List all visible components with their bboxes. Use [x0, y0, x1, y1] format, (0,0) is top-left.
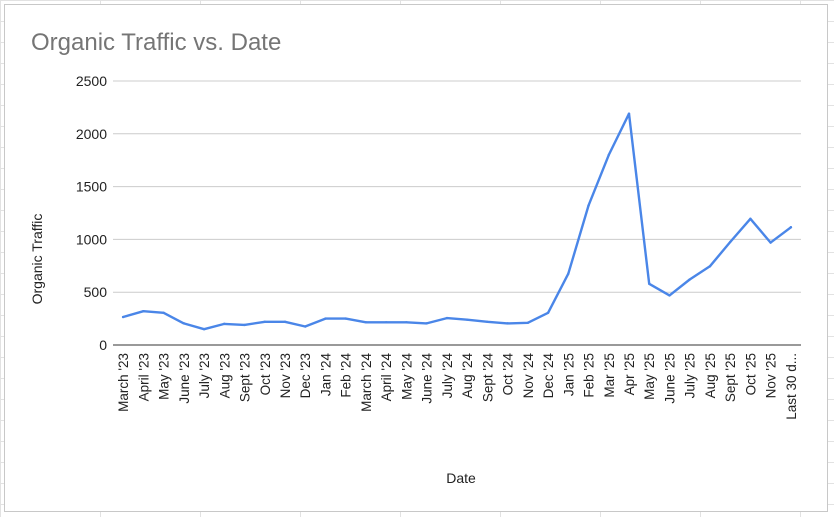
data-point	[243, 323, 246, 327]
data-point	[202, 327, 206, 331]
data-point	[769, 241, 772, 244]
x-tick-label: July '25	[683, 353, 698, 398]
x-tick-label: Jan '25	[561, 353, 576, 396]
x-tick-label: June '23	[177, 353, 192, 404]
x-tick-label: June '24	[420, 353, 435, 404]
data-point	[445, 316, 449, 320]
gridlines	[113, 80, 801, 346]
data-point	[364, 321, 368, 324]
x-tick-label: Sept '23	[238, 353, 253, 402]
data-point	[627, 112, 631, 115]
x-tick-label: Dec '23	[298, 353, 313, 398]
x-tick-label: July '24	[440, 353, 455, 399]
data-point	[405, 321, 408, 324]
data-point	[749, 217, 752, 221]
chart-card[interactable]: Organic Traffic vs. Date 0 500 1000 1500 200…	[4, 4, 828, 512]
x-tick-label: Aug '25	[703, 353, 718, 398]
data-point	[668, 294, 671, 297]
data-point	[182, 322, 186, 325]
data-point	[465, 318, 469, 321]
data-point	[304, 325, 307, 328]
data-point	[162, 311, 165, 314]
data-point	[283, 320, 287, 323]
x-tick-label: Aug '24	[460, 353, 475, 399]
data-point	[688, 278, 691, 281]
x-tick-label: Nov '23	[278, 353, 293, 398]
x-tick-label: May '24	[399, 353, 414, 400]
x-tick-label: Dec '24	[541, 353, 556, 399]
data-point	[506, 322, 509, 325]
y-tick-label: 1000	[76, 231, 107, 247]
y-axis-ticks: 0 500 1000 1500 2000 2500	[76, 73, 107, 353]
x-tick-label: May '23	[157, 353, 172, 400]
x-tick-label: Sept '24	[480, 353, 495, 403]
y-tick-label: 1500	[76, 179, 107, 195]
series-line	[121, 112, 793, 331]
x-tick-label: Feb '24	[339, 353, 354, 398]
data-point	[263, 320, 266, 323]
data-point	[587, 204, 590, 207]
x-axis-label: Date	[446, 470, 476, 486]
data-point	[344, 317, 347, 320]
data-point	[121, 315, 125, 319]
x-tick-label: April '23	[136, 353, 151, 401]
data-point	[567, 272, 570, 275]
x-tick-label: Oct '25	[743, 353, 758, 395]
x-tick-label: Nov '24	[521, 353, 536, 399]
data-point	[789, 226, 793, 229]
series-layer	[121, 112, 793, 331]
y-tick-label: 500	[84, 284, 108, 300]
x-tick-label: Sept '25	[723, 353, 738, 402]
x-tick-label: March '24	[359, 353, 374, 412]
x-tick-label: Nov '25	[764, 353, 779, 398]
y-tick-label: 2000	[76, 126, 107, 142]
x-tick-label: Jan '24	[318, 353, 333, 397]
x-tick-label: June '25	[662, 353, 677, 404]
data-point	[546, 311, 550, 314]
data-point	[708, 265, 712, 268]
data-point	[142, 310, 145, 313]
x-tick-label: May '25	[642, 353, 657, 400]
x-tick-label: Aug '23	[217, 353, 232, 398]
y-axis-label: Organic Traffic	[29, 214, 45, 305]
x-tick-label: April '24	[379, 353, 394, 402]
data-point	[526, 321, 530, 325]
data-point	[486, 320, 489, 323]
chart-title: Organic Traffic vs. Date	[31, 29, 282, 56]
x-axis-ticks: March '23 April '23 May '23 June '23 July '2…	[116, 353, 799, 420]
data-point	[425, 322, 428, 325]
x-tick-label: Mar '25	[602, 353, 617, 398]
y-tick-label: 2500	[76, 73, 107, 89]
x-tick-label: Apr '25	[622, 353, 637, 395]
data-point	[223, 322, 226, 326]
data-point	[728, 240, 732, 244]
x-tick-label: Oct '23	[258, 353, 273, 395]
x-tick-label: Last 30 d...	[784, 353, 799, 420]
x-tick-label: Oct '24	[501, 353, 516, 396]
x-tick-label: Feb '25	[582, 353, 597, 398]
data-point	[648, 282, 651, 285]
x-tick-label: July '23	[197, 353, 212, 398]
y-tick-label: 0	[99, 337, 107, 353]
x-tick-label: March '23	[116, 353, 131, 412]
data-point	[324, 317, 327, 320]
data-point	[607, 153, 610, 157]
data-point	[384, 321, 388, 324]
